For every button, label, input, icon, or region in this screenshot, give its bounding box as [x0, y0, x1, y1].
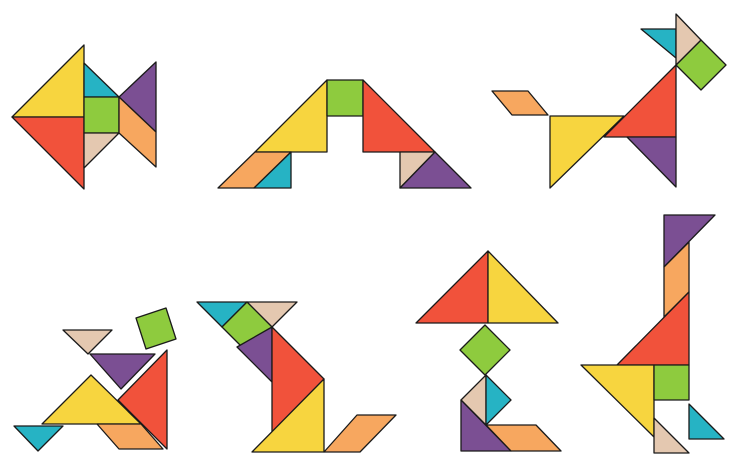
tangram-piece [485, 374, 512, 426]
tangram-piece [640, 28, 677, 59]
tangram-figure-bridge [217, 79, 472, 189]
tangram-piece [549, 115, 625, 189]
tangram-piece [487, 250, 559, 324]
tangram-piece [415, 250, 489, 324]
tangram-figure-cat [196, 301, 397, 453]
tangram-piece [41, 374, 142, 425]
tangram-piece [626, 136, 677, 188]
tangram-piece [96, 423, 164, 450]
tangram-piece [254, 79, 328, 153]
tangram-piece [118, 96, 157, 168]
tangram-piece [135, 307, 177, 350]
tangram-piece [459, 324, 511, 376]
tangram-piece [323, 414, 397, 453]
tangram-piece [251, 378, 325, 453]
tangram-piece [117, 349, 168, 450]
tangram-piece [11, 44, 85, 118]
tangram-piece [62, 329, 113, 355]
tangram-piece [326, 79, 364, 117]
tangram-figure-lamp [415, 250, 562, 452]
tangram-figure-fish [11, 44, 157, 190]
tangram-piece [399, 151, 472, 189]
tangram-piece [11, 116, 85, 190]
tangram-piece [653, 364, 690, 401]
tangram-piece [675, 13, 702, 66]
tangram-piece [362, 79, 436, 153]
tangram-piece [491, 90, 549, 116]
tangram-piece [580, 364, 655, 438]
tangram-piece [688, 403, 725, 440]
tangram-figure-dog [491, 13, 727, 189]
tangram-figure-giraffe [580, 214, 725, 454]
tangram-piece [253, 151, 292, 189]
tangram-piece [83, 132, 120, 169]
tangram-piece [653, 417, 690, 454]
tangram-figure-kneeling-person [13, 307, 177, 452]
tangram-piece [89, 353, 156, 390]
tangram-piece [485, 424, 562, 452]
tangram-piece [83, 62, 120, 98]
tangram-piece [616, 291, 690, 366]
tangram-piece [83, 96, 120, 134]
tangram-piece [603, 64, 677, 138]
tangram-piece [13, 425, 64, 452]
